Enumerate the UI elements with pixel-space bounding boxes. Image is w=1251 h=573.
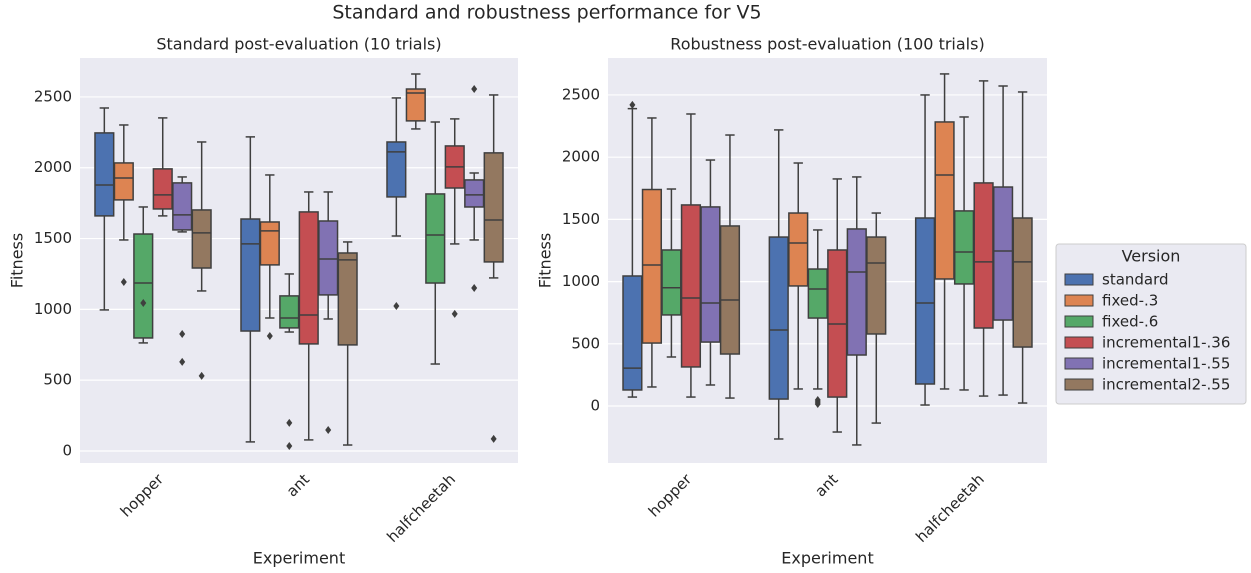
box	[483, 152, 504, 263]
legend-swatch	[1064, 378, 1094, 391]
legend-label: fixed-.6	[1102, 313, 1158, 331]
legend-label: incremental2-.55	[1102, 376, 1230, 394]
box	[846, 228, 867, 356]
box	[337, 252, 358, 346]
legend-label: incremental1-.55	[1102, 355, 1230, 373]
y-tick-label: 2000	[562, 148, 600, 166]
box	[172, 182, 193, 231]
y-tick-label: 500	[571, 334, 600, 352]
box	[464, 179, 485, 208]
outlier	[393, 301, 400, 310]
y-tick-label: 0	[590, 397, 600, 415]
box	[953, 210, 975, 285]
legend-title: Version	[1122, 247, 1181, 266]
y-tick-label: 1500	[562, 210, 600, 228]
outlier	[471, 283, 478, 292]
box	[318, 220, 339, 296]
outlier	[266, 331, 273, 340]
box	[298, 211, 319, 345]
box	[973, 182, 994, 329]
outlier	[140, 298, 147, 307]
x-tick-label: hopper	[645, 470, 696, 521]
box	[934, 121, 955, 280]
outlier	[490, 434, 497, 443]
figure-title: Standard and robustness performance for …	[332, 2, 761, 24]
x-tick-label: ant	[811, 470, 841, 500]
outlier	[814, 400, 821, 409]
y-axis-label: Fitness	[8, 233, 27, 288]
box	[94, 132, 115, 217]
box	[622, 275, 643, 391]
y-axis-label: Fitness	[536, 233, 555, 288]
outlier	[471, 85, 478, 94]
outlier	[179, 357, 186, 366]
outlier	[451, 309, 458, 318]
legend-swatch	[1064, 357, 1094, 370]
box	[113, 162, 134, 201]
box	[719, 225, 741, 355]
box	[700, 206, 721, 343]
box	[661, 249, 682, 316]
legend-swatch	[1064, 273, 1094, 286]
y-tick-label: 2000	[34, 158, 72, 176]
y-tick-label: 2500	[562, 85, 600, 103]
legend-swatch	[1064, 315, 1094, 328]
box	[1012, 217, 1033, 348]
x-tick-label: halfcheetah	[912, 470, 988, 546]
chart-title: Robustness post-evaluation (100 trials)	[670, 35, 984, 54]
x-tick-label: ant	[283, 470, 313, 500]
box	[788, 212, 809, 287]
box	[425, 193, 446, 284]
y-tick-label: 1000	[34, 300, 72, 318]
box	[279, 295, 300, 329]
legend-label: standard	[1102, 271, 1169, 289]
x-axis-label: Experiment	[253, 549, 345, 568]
box	[152, 168, 173, 210]
box	[133, 233, 154, 339]
outlier	[198, 371, 205, 380]
y-tick-label: 1000	[562, 272, 600, 290]
legend-swatch	[1064, 294, 1094, 307]
outlier	[179, 329, 186, 338]
x-tick-label: hopper	[117, 470, 168, 521]
y-tick-label: 1500	[34, 229, 72, 247]
outlier	[629, 100, 636, 109]
box	[768, 236, 789, 400]
chart-title: Standard post-evaluation (10 trials)	[156, 35, 441, 54]
box	[641, 188, 663, 344]
legend-box	[1055, 243, 1247, 405]
x-tick-label: halfcheetah	[383, 470, 459, 546]
legend-label: fixed-.3	[1102, 292, 1158, 310]
box	[992, 186, 1014, 321]
x-axis-label: Experiment	[781, 549, 873, 568]
legend-label: incremental1-.36	[1102, 334, 1230, 352]
outlier	[325, 426, 332, 435]
box	[866, 236, 887, 335]
box	[386, 141, 407, 198]
outlier	[120, 278, 127, 287]
legend-swatch	[1064, 336, 1094, 349]
outlier	[286, 442, 293, 451]
box	[240, 218, 261, 332]
outlier	[286, 418, 293, 427]
box	[405, 88, 426, 122]
box	[914, 217, 936, 385]
box	[807, 268, 828, 319]
box	[680, 204, 702, 368]
y-tick-label: 500	[43, 371, 72, 389]
box	[191, 209, 212, 269]
y-tick-label: 2500	[34, 87, 72, 105]
y-tick-label: 0	[62, 441, 72, 459]
box	[259, 221, 280, 266]
